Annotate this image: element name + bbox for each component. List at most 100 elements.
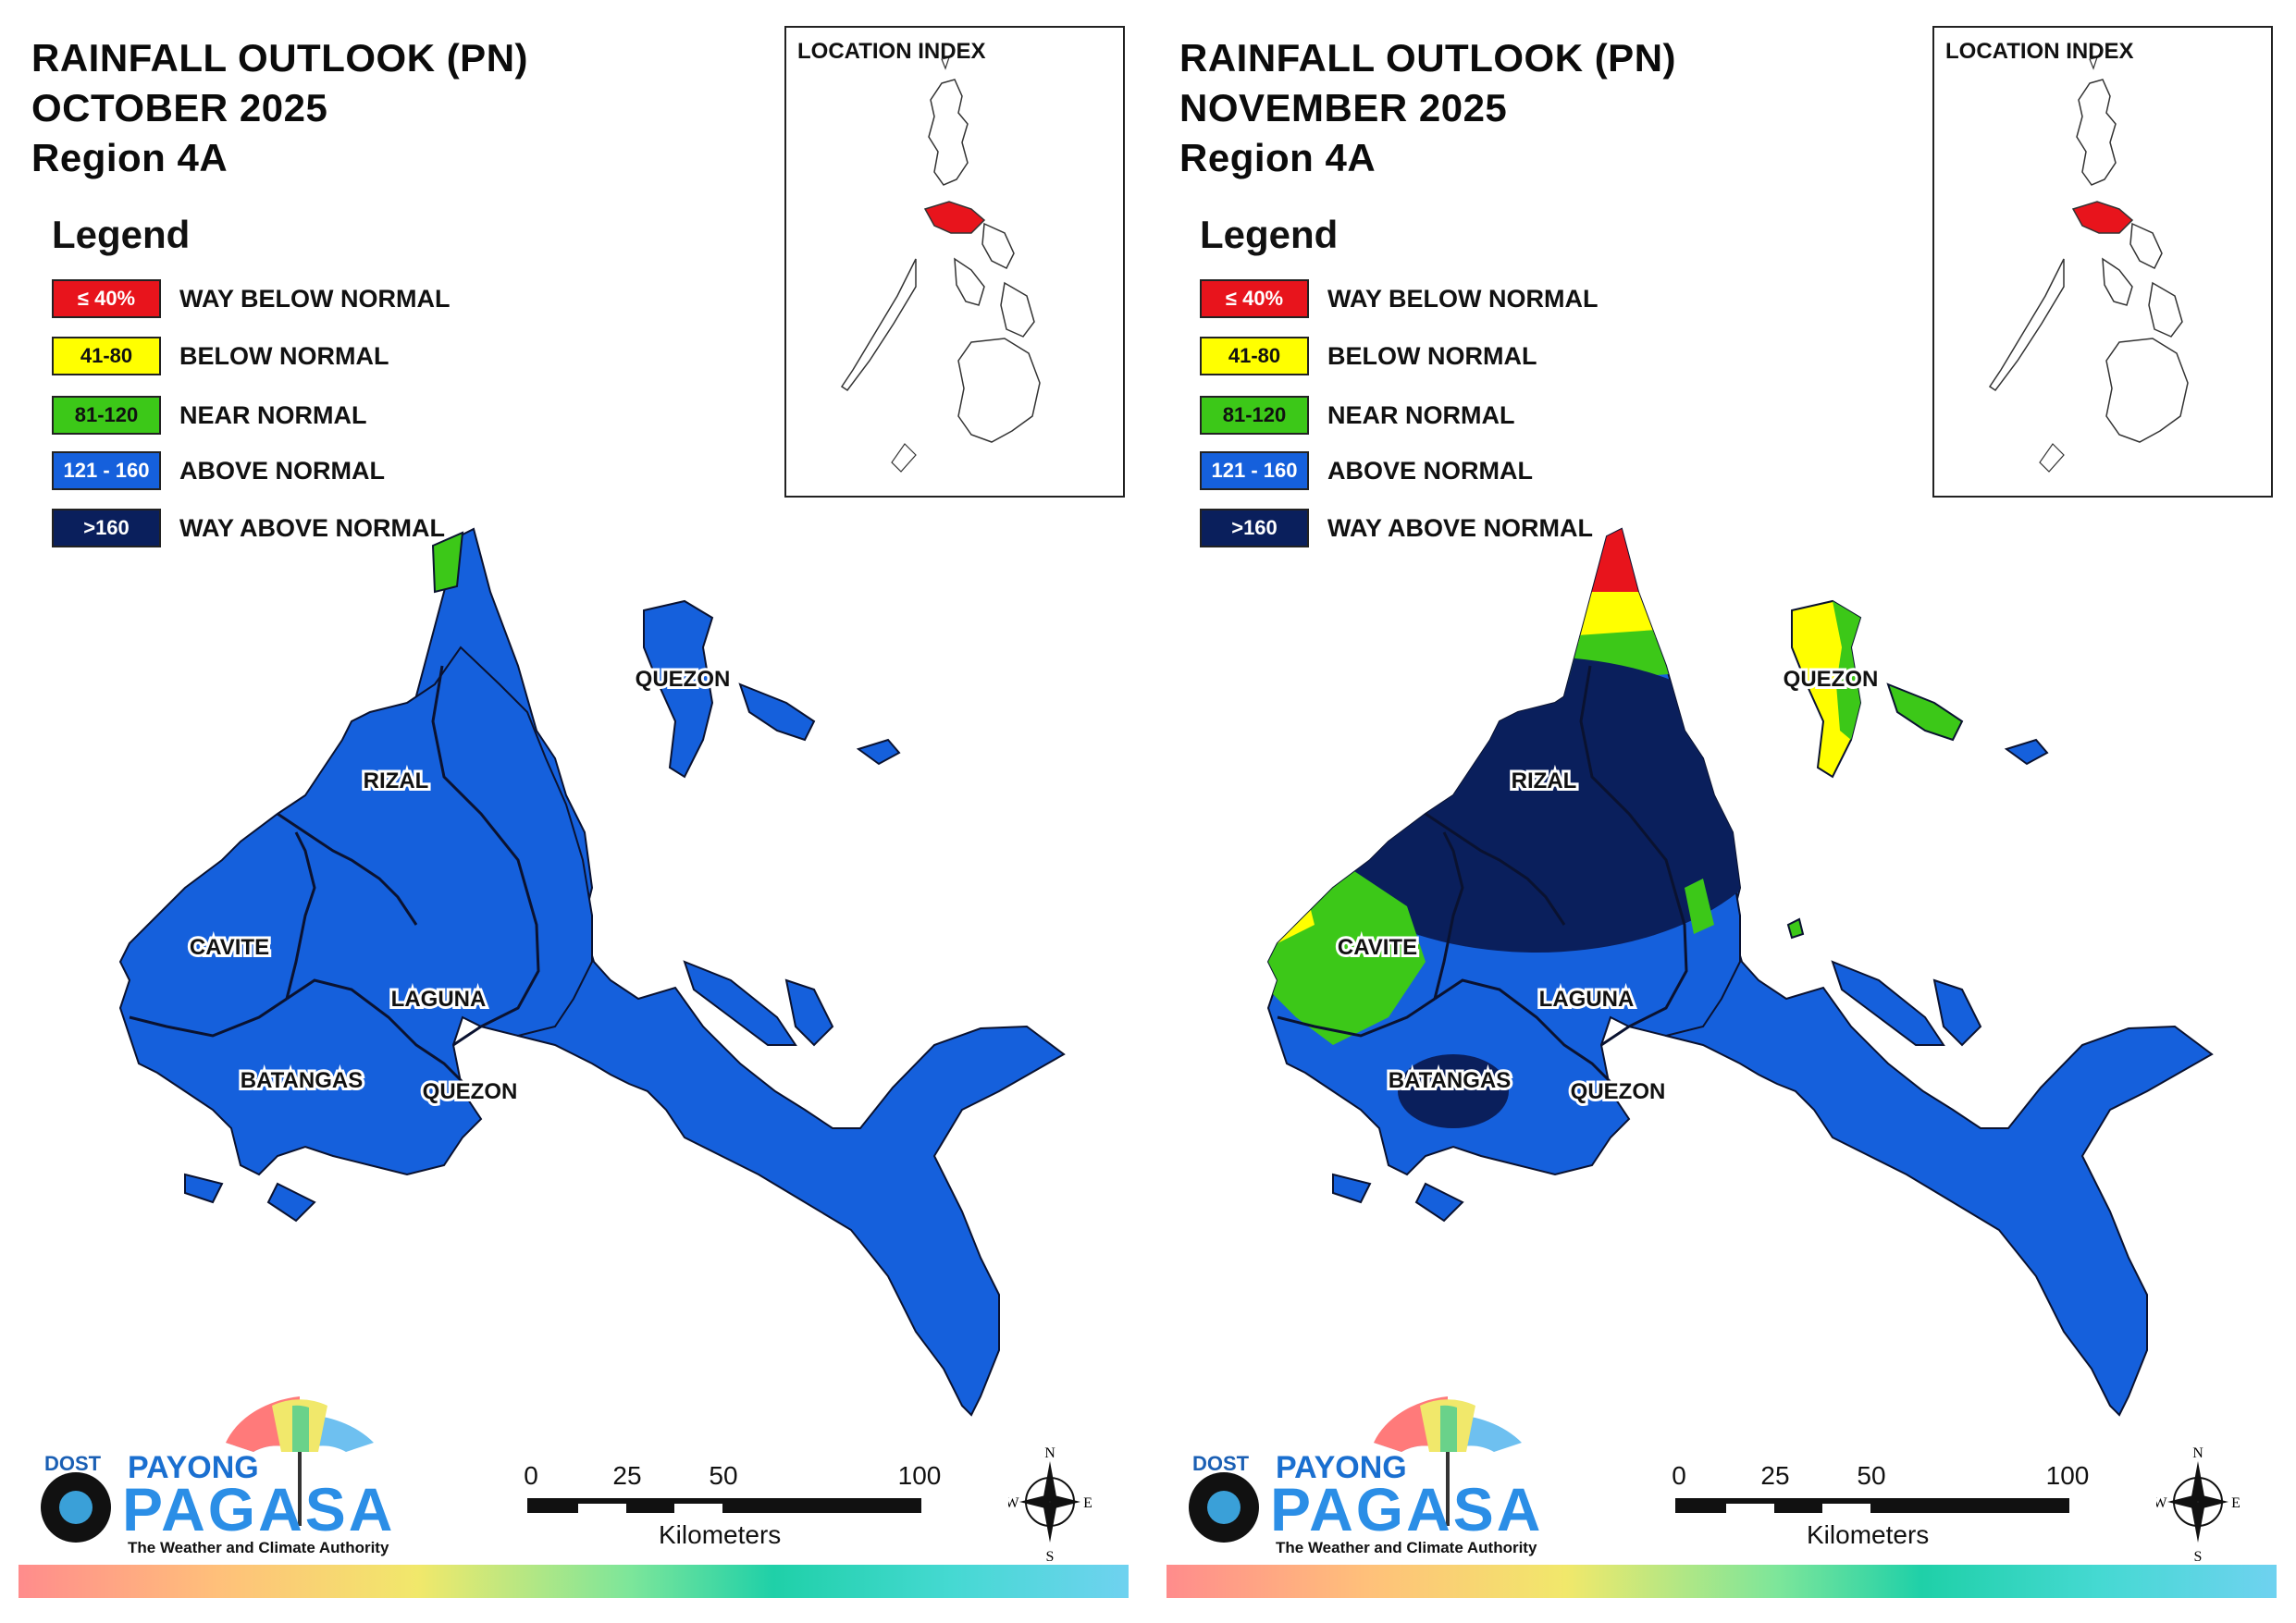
scale-tick: 50 xyxy=(1857,1461,1886,1490)
philippines-index-map xyxy=(840,56,1041,473)
location-index: LOCATION INDEX xyxy=(784,26,1125,498)
payong-text: PAYONG xyxy=(1276,1450,1407,1485)
dost-text: DOST xyxy=(1192,1452,1250,1475)
legend-label: BELOW NORMAL xyxy=(179,342,389,370)
title-line-1: RAINFALL OUTLOOK (PN) xyxy=(1179,36,1677,80)
scale-bar: 0 25 50 100 Kilometers xyxy=(1672,1461,2089,1554)
province-label-rizal: RIZAL xyxy=(364,768,429,793)
legend-label: WAY BELOW NORMAL xyxy=(179,285,451,313)
compass-n: N xyxy=(2192,1445,2203,1461)
legend-swatch: 81-120 xyxy=(1200,396,1309,435)
province-label-rizal: RIZAL xyxy=(1512,768,1577,793)
province-label-quezon-south: QUEZON xyxy=(1571,1079,1666,1104)
scale-tick: 50 xyxy=(709,1461,738,1490)
compass-s: S xyxy=(2194,1549,2203,1563)
legend-swatch: 121 - 160 xyxy=(52,451,161,490)
philippines-index-map xyxy=(1988,56,2189,473)
october-panel: RAINFALL OUTLOOK (PN) OCTOBER 2025 Regio… xyxy=(19,26,1129,1598)
near-normal-patch xyxy=(431,531,464,594)
pagasa-logo: DOST PAYONG PAGASA The Weather and Clima… xyxy=(1179,1387,1549,1563)
legend-label: NEAR NORMAL xyxy=(1327,401,1515,429)
legend-swatch: >160 xyxy=(52,509,161,547)
legend-item-above: 121 - 160 ABOVE NORMAL xyxy=(52,451,477,492)
pagasa-text: PAGASA xyxy=(1270,1475,1544,1543)
province-label-laguna: LAGUNA xyxy=(1539,987,1635,1012)
umbrella-icon xyxy=(1189,1396,1522,1543)
province-label-batangas: BATANGAS xyxy=(1389,1068,1511,1093)
province-label-quezon-south: QUEZON xyxy=(423,1079,518,1104)
legend-item-below: 41-80 BELOW NORMAL xyxy=(52,337,477,377)
compass-w: W xyxy=(2156,1495,2167,1511)
location-index: LOCATION INDEX xyxy=(1932,26,2273,498)
scale-tick: 100 xyxy=(897,1461,942,1490)
province-label-quezon-north: QUEZON xyxy=(636,667,731,692)
legend-item-near: 81-120 NEAR NORMAL xyxy=(1200,396,1625,436)
map-title: RAINFALL OUTLOOK (PN) NOVEMBER 2025 Regi… xyxy=(1179,33,1676,183)
scale-unit: Kilometers xyxy=(1807,1520,1930,1549)
title-line-1: RAINFALL OUTLOOK (PN) xyxy=(31,36,529,80)
scale-unit: Kilometers xyxy=(659,1520,782,1549)
province-label-cavite: CAVITE xyxy=(190,935,269,960)
scale-tick: 25 xyxy=(612,1461,642,1490)
compass-e: E xyxy=(1083,1495,1092,1511)
region-4a-map: QUEZON RIZAL CAVITE LAGUNA BATANGAS QUEZ… xyxy=(1266,527,2214,1417)
tagline: The Weather and Climate Authority xyxy=(128,1539,389,1556)
scale-tick: 0 xyxy=(524,1461,538,1490)
legend-label: BELOW NORMAL xyxy=(1327,342,1537,370)
footer-gradient-bar xyxy=(1167,1565,2277,1598)
compass-s: S xyxy=(1046,1549,1055,1563)
province-label-batangas: BATANGAS xyxy=(241,1068,363,1093)
legend-swatch: ≤ 40% xyxy=(1200,279,1309,318)
scale-tick: 25 xyxy=(1760,1461,1790,1490)
legend-swatch: ≤ 40% xyxy=(52,279,161,318)
legend-item-near: 81-120 NEAR NORMAL xyxy=(52,396,477,436)
legend-swatch: >160 xyxy=(1200,509,1309,547)
legend-title: Legend xyxy=(1200,213,1339,256)
region-4a-map: QUEZON RIZAL CAVITE LAGUNA BATANGAS QUEZ… xyxy=(118,527,1066,1417)
scale-bar: 0 25 50 100 Kilometers xyxy=(524,1461,941,1554)
november-panel: RAINFALL OUTLOOK (PN) NOVEMBER 2025 Regi… xyxy=(1148,0,2296,1623)
legend-title: Legend xyxy=(52,213,191,256)
legend-item-way-above: >160 WAY ABOVE NORMAL xyxy=(1200,509,1625,549)
legend-label: WAY BELOW NORMAL xyxy=(1327,285,1599,313)
location-index-title: LOCATION INDEX xyxy=(797,39,986,64)
legend-item-way-above: >160 WAY ABOVE NORMAL xyxy=(52,509,477,549)
legend-label: NEAR NORMAL xyxy=(179,401,367,429)
legend-item-below: 41-80 BELOW NORMAL xyxy=(1200,337,1625,377)
scale-tick: 100 xyxy=(2045,1461,2090,1490)
legend-item-way-below: ≤ 40% WAY BELOW NORMAL xyxy=(52,279,477,320)
legend-swatch: 81-120 xyxy=(52,396,161,435)
pagasa-text: PAGASA xyxy=(122,1475,396,1543)
polillo-island xyxy=(643,599,714,779)
map-title: RAINFALL OUTLOOK (PN) OCTOBER 2025 Regio… xyxy=(31,33,528,183)
legend-label: ABOVE NORMAL xyxy=(1327,457,1533,485)
compass-rose-icon: N S E W xyxy=(2153,1443,2240,1565)
umbrella-icon xyxy=(41,1396,374,1543)
compass-n: N xyxy=(1044,1445,1055,1461)
province-label-cavite: CAVITE xyxy=(1338,935,1417,960)
province-label-quezon-north: QUEZON xyxy=(1784,667,1879,692)
legend-swatch: 41-80 xyxy=(1200,337,1309,375)
tagline: The Weather and Climate Authority xyxy=(1276,1539,1537,1556)
legend-swatch: 41-80 xyxy=(52,337,161,375)
legend-swatch: 121 - 160 xyxy=(1200,451,1309,490)
compass-e: E xyxy=(2231,1495,2240,1511)
payong-text: PAYONG xyxy=(128,1450,259,1485)
title-line-3: Region 4A xyxy=(1179,136,1376,179)
scale-bar-graphic xyxy=(527,1498,921,1513)
pagasa-logo: DOST PAYONG PAGASA The Weather and Clima… xyxy=(31,1387,401,1563)
scale-bar-graphic xyxy=(1675,1498,2069,1513)
legend-label: WAY ABOVE NORMAL xyxy=(179,514,446,542)
dost-text: DOST xyxy=(44,1452,102,1475)
title-line-2: OCTOBER 2025 xyxy=(31,86,328,129)
scale-tick: 0 xyxy=(1672,1461,1686,1490)
title-line-2: NOVEMBER 2025 xyxy=(1179,86,1508,129)
legend-item-way-below: ≤ 40% WAY BELOW NORMAL xyxy=(1200,279,1625,320)
legend-label: WAY ABOVE NORMAL xyxy=(1327,514,1594,542)
title-line-3: Region 4A xyxy=(31,136,228,179)
legend-label: ABOVE NORMAL xyxy=(179,457,385,485)
southwest-mainland xyxy=(118,646,593,1176)
compass-w: W xyxy=(1008,1495,1019,1511)
legend-item-above: 121 - 160 ABOVE NORMAL xyxy=(1200,451,1625,492)
location-index-title: LOCATION INDEX xyxy=(1945,39,2134,64)
